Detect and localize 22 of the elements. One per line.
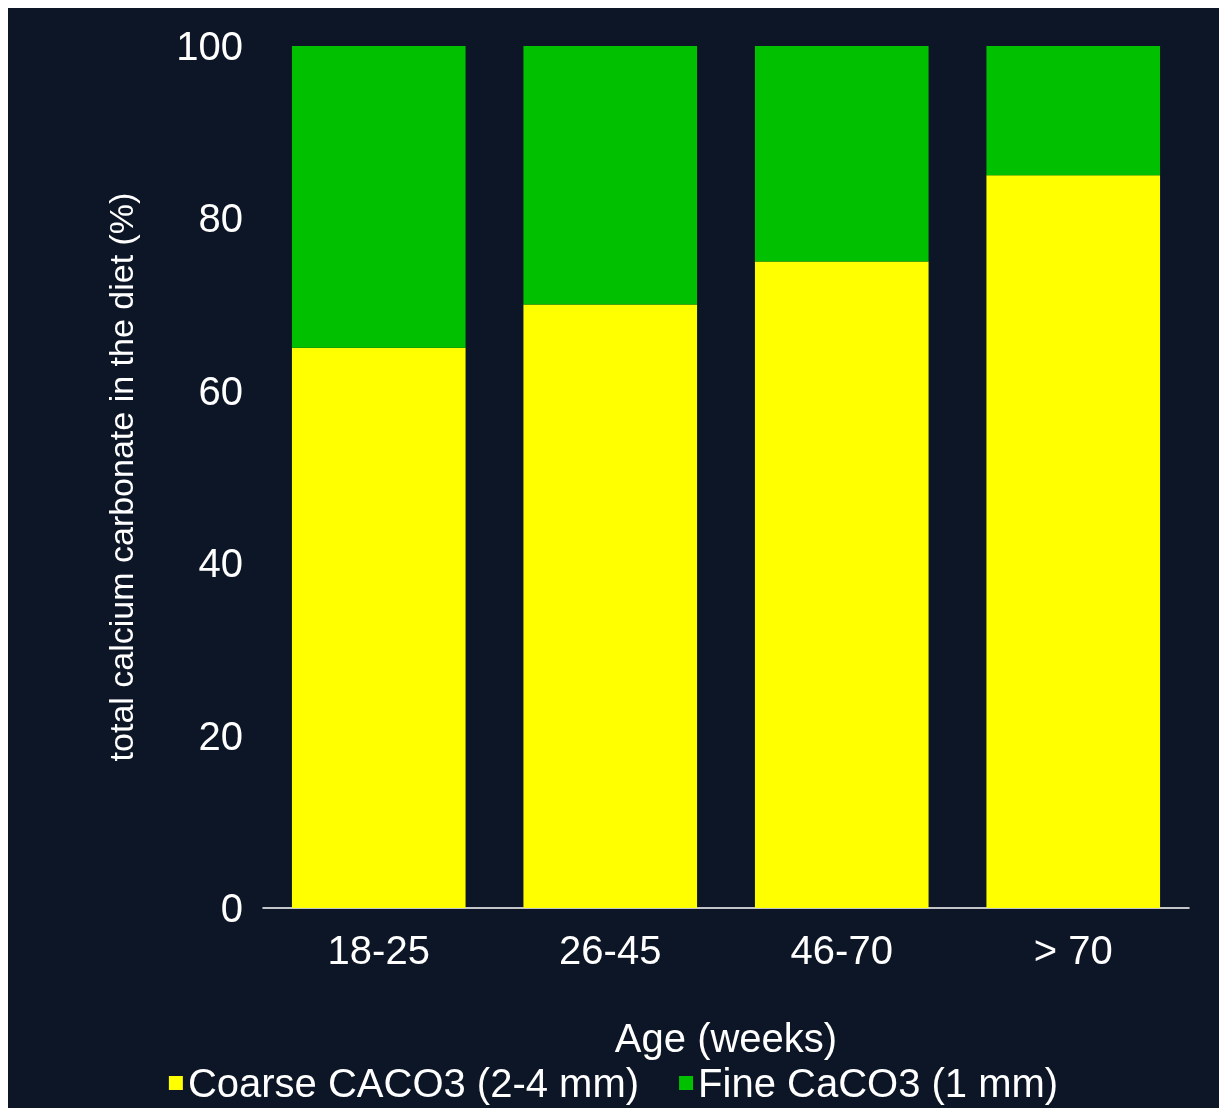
y-tick-label: 0 xyxy=(220,886,243,930)
x-tick-label: > 70 xyxy=(1033,928,1113,972)
y-tick-label: 80 xyxy=(198,196,243,241)
bar xyxy=(986,46,1161,176)
bar xyxy=(523,304,698,908)
y-tick-label: 100 xyxy=(176,24,243,68)
y-axis-title: total calcium carbonate in the diet (%) xyxy=(102,192,140,762)
x-axis-title: Age (weeks) xyxy=(614,1016,838,1060)
x-tick-label: 46-70 xyxy=(790,928,893,972)
bar xyxy=(523,46,698,305)
bar xyxy=(754,46,929,262)
x-tick-label: 18-25 xyxy=(327,928,430,972)
legend-label: Fine CaCO3 (1 mm) xyxy=(698,1061,1059,1105)
x-tick-label: 26-45 xyxy=(559,928,662,972)
bar xyxy=(754,261,929,908)
y-tick-label: 20 xyxy=(198,713,243,758)
bar xyxy=(291,46,466,348)
y-tick-label: 40 xyxy=(198,541,243,586)
y-tick-label: 60 xyxy=(198,368,243,413)
bar xyxy=(986,175,1161,908)
bar xyxy=(291,347,466,908)
legend-label: Coarse CACO3 (2-4 mm) xyxy=(187,1061,640,1105)
